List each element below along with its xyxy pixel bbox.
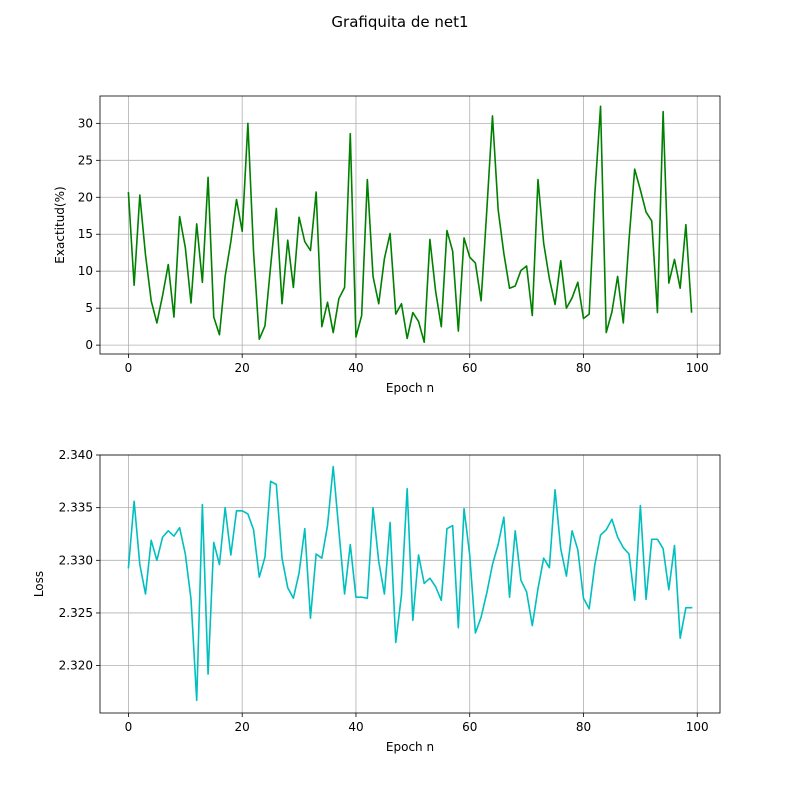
loss-subplot: 0 20 40 60 80 100 2.320 2.325 2.330 2.335 2.340 Epo… [32, 448, 721, 754]
loss-x-tick-label-0: 0 [125, 720, 133, 734]
loss-y-tick-label-1: 2.325 [59, 606, 93, 620]
loss-x-tick-label-4: 80 [576, 720, 591, 734]
accuracy-x-tick-label-0: 0 [125, 361, 133, 375]
loss-y-axis-label: Loss [32, 571, 46, 597]
loss-x-tick-label-3: 60 [462, 720, 477, 734]
accuracy-axes-frame [99, 95, 721, 355]
accuracy-y-tick-label-0: 0 [85, 338, 93, 352]
accuracy-y-axis-label: Exactitud(%) [53, 186, 67, 263]
accuracy-subplot: 0 20 40 60 80 100 0 5 10 15 20 25 30 Epoch n Exactitud… [53, 95, 721, 395]
loss-x-axis-label: Epoch n [386, 740, 434, 754]
figure-title: Grafiquita de net1 [331, 13, 468, 31]
accuracy-x-tick-label-2: 40 [348, 361, 363, 375]
loss-y-tick-label-3: 2.335 [59, 501, 93, 515]
accuracy-y-tick-label-1: 5 [85, 301, 93, 315]
loss-series-line [127, 465, 693, 702]
accuracy-series-line [127, 105, 693, 343]
accuracy-x-tick-label-1: 20 [235, 361, 250, 375]
loss-y-tick-label-4: 2.340 [59, 448, 93, 462]
loss-x-tick-label-2: 40 [348, 720, 363, 734]
accuracy-y-tick-label-4: 20 [78, 190, 93, 204]
loss-x-tick-label-5: 100 [686, 720, 709, 734]
accuracy-y-tick-label-3: 15 [78, 227, 93, 241]
accuracy-x-tick-label-4: 80 [576, 361, 591, 375]
loss-y-tick-label-0: 2.320 [59, 659, 93, 673]
accuracy-y-tick-label-5: 25 [78, 153, 93, 167]
accuracy-x-tick-label-3: 60 [462, 361, 477, 375]
accuracy-x-tick-label-5: 100 [686, 361, 709, 375]
accuracy-x-axis-label: Epoch n [386, 381, 434, 395]
accuracy-y-tick-label-2: 10 [78, 264, 93, 278]
accuracy-y-tick-label-6: 30 [78, 116, 93, 130]
loss-y-tick-label-2: 2.330 [59, 553, 93, 567]
loss-axes-frame [99, 454, 721, 714]
loss-x-tick-label-1: 20 [235, 720, 250, 734]
